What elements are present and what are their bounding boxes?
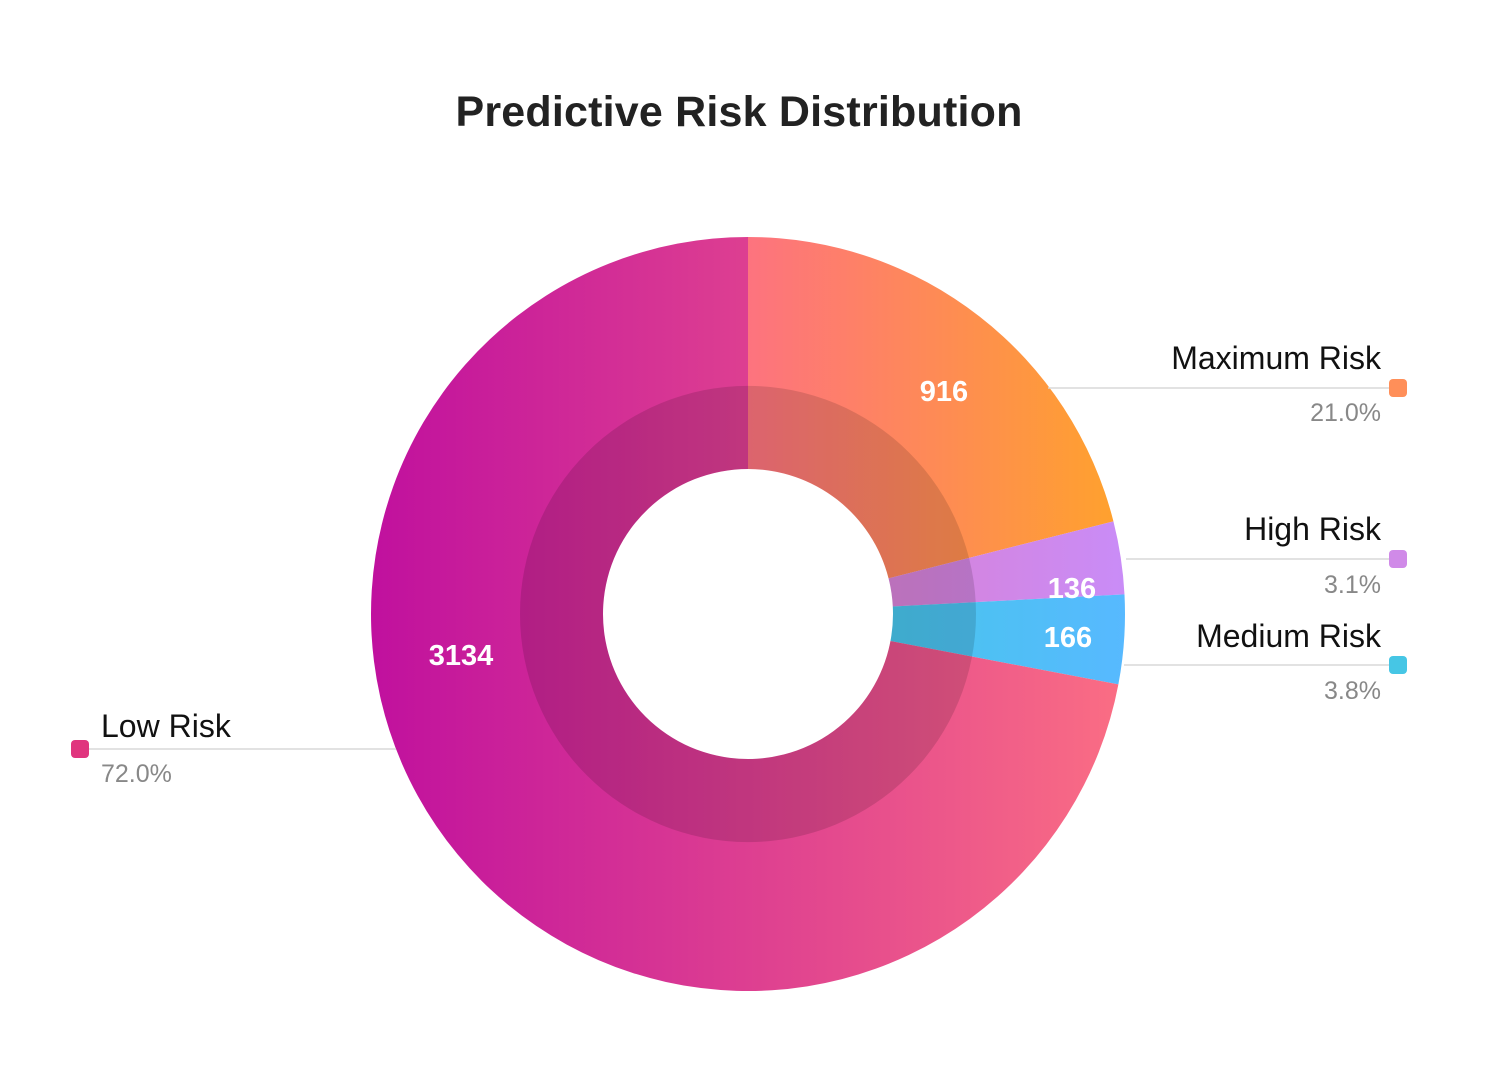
legend-name-medium-risk: Medium Risk	[1196, 618, 1382, 654]
legend-swatch-low-risk	[71, 740, 89, 758]
inner-ring-layer	[519, 385, 976, 843]
slice-maximum-risk[interactable]	[748, 237, 1114, 579]
slice-medium-risk[interactable]	[890, 594, 1125, 685]
legend-percent-low-risk: 72.0%	[101, 760, 172, 788]
legend-name-low-risk: Low Risk	[101, 708, 232, 744]
legend-swatch-maximum-risk	[1389, 379, 1407, 397]
legend-name-high-risk: High Risk	[1244, 511, 1382, 547]
value-label-high-risk: 136	[1048, 573, 1096, 605]
value-label-maximum-risk: 916	[920, 376, 968, 408]
value-label-medium-risk: 166	[1044, 622, 1092, 654]
legend-swatch-medium-risk	[1389, 656, 1407, 674]
legend-percent-maximum-risk: 21.0%	[1310, 399, 1381, 427]
legend-item-maximum-risk[interactable]: Maximum Risk 21.0%	[1048, 340, 1407, 427]
value-labels-layer: 916 136 166 3134	[429, 376, 1096, 672]
legend-percent-medium-risk: 3.8%	[1324, 677, 1381, 705]
legend-item-medium-risk[interactable]: Medium Risk 3.8%	[1124, 618, 1407, 705]
legend-layer: Maximum Risk 21.0% High Risk 3.1% Medium Ris…	[71, 340, 1407, 788]
inner-ring-shade	[519, 385, 976, 843]
value-label-low-risk: 3134	[429, 640, 494, 672]
slices-layer	[371, 237, 1125, 991]
slice-high-risk[interactable]	[888, 521, 1125, 607]
legend-percent-high-risk: 3.1%	[1324, 571, 1381, 599]
legend-name-maximum-risk: Maximum Risk	[1171, 340, 1382, 376]
legend-item-low-risk[interactable]: Low Risk 72.0%	[71, 708, 396, 788]
chart-title: Predictive Risk Distribution	[455, 88, 1023, 136]
donut-hole	[604, 470, 892, 758]
legend-item-high-risk[interactable]: High Risk 3.1%	[1126, 511, 1407, 599]
slice-low-risk[interactable]	[371, 237, 1119, 991]
legend-swatch-high-risk	[1389, 550, 1407, 568]
